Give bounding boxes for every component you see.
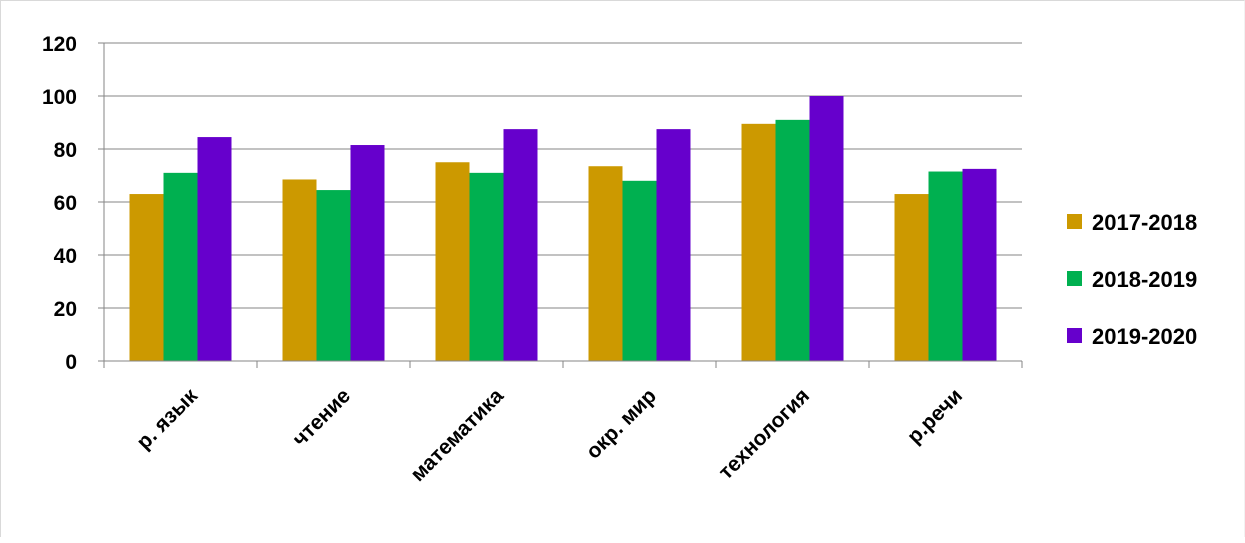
y-tick-label: 60 xyxy=(54,192,77,215)
bar-2019-2020-0 xyxy=(197,137,232,361)
gridlines xyxy=(104,42,1022,309)
legend-label: 2019-2020 xyxy=(1092,324,1197,349)
legend-swatch xyxy=(1067,271,1082,286)
bar-2017-2018-3 xyxy=(588,166,623,361)
bar-2018-2019-3 xyxy=(622,180,657,361)
bar-2017-2018-1 xyxy=(282,179,317,361)
y-tick-label: 120 xyxy=(42,33,77,56)
legend-swatch xyxy=(1067,328,1082,343)
y-tick-label: 80 xyxy=(54,139,77,162)
bar-2019-2020-2 xyxy=(503,129,538,361)
x-category-label: окр. мир xyxy=(582,384,661,463)
bar-2018-2019-4 xyxy=(775,119,810,361)
bar-2017-2018-0 xyxy=(129,194,164,361)
bar-2019-2020-4 xyxy=(809,96,844,361)
bar-2019-2020-5 xyxy=(962,168,997,361)
y-tick-label: 0 xyxy=(65,351,77,374)
x-category-label: чтение xyxy=(288,384,355,451)
y-axis: 0 20 40 60 80 100 120 xyxy=(42,33,105,374)
bar-2017-2018-5 xyxy=(894,194,929,361)
bar-2019-2020-3 xyxy=(656,129,691,361)
bar-2017-2018-4 xyxy=(741,123,776,361)
bar-2017-2018-2 xyxy=(435,162,470,361)
bars-group xyxy=(129,96,997,361)
y-tick-label: 100 xyxy=(42,86,77,109)
bar-2018-2019-0 xyxy=(163,172,198,361)
bar-2018-2019-1 xyxy=(316,190,351,361)
bar-2018-2019-2 xyxy=(469,172,504,361)
y-tick-label: 20 xyxy=(54,298,77,321)
legend-label: 2017-2018 xyxy=(1092,210,1197,235)
bar-2019-2020-1 xyxy=(350,145,385,361)
x-category-label: технология xyxy=(714,384,814,484)
legend-label: 2018-2019 xyxy=(1092,267,1197,292)
x-axis: р. язык чтение математика окр. мир технологи… xyxy=(103,360,1023,486)
x-category-label: р.речи xyxy=(903,384,967,448)
legend: 2017-2018 2018-2019 2019-2020 xyxy=(1067,210,1197,349)
x-category-label: р. язык xyxy=(132,384,202,454)
x-category-label: математика xyxy=(406,384,508,486)
legend-swatch xyxy=(1067,214,1082,229)
y-tick-label: 40 xyxy=(54,245,77,268)
bar-2018-2019-5 xyxy=(928,171,963,361)
